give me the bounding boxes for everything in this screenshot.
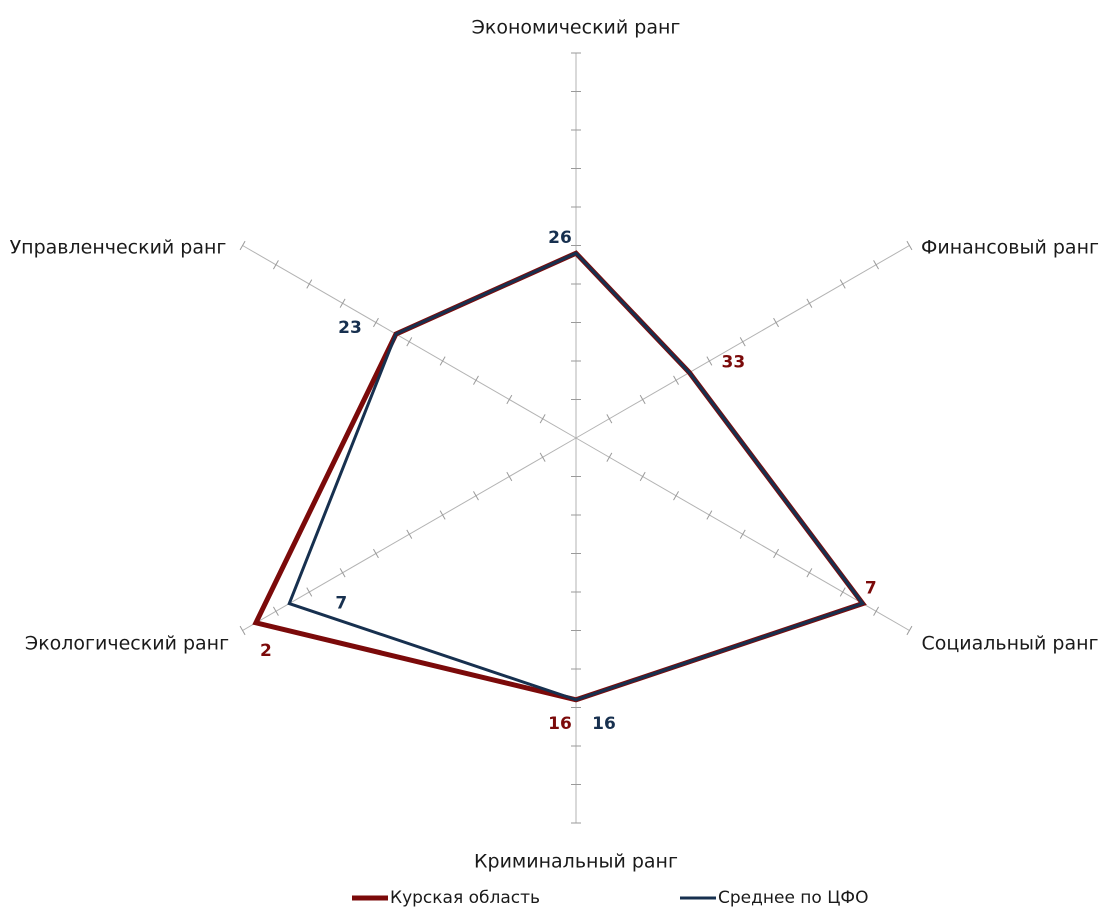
axis-tick xyxy=(706,510,713,520)
axis-tick xyxy=(873,606,880,616)
axis-tick xyxy=(473,491,479,501)
data-label: 7 xyxy=(335,594,347,614)
legend-label: Среднее по ЦФО xyxy=(718,888,868,908)
axis-tick xyxy=(639,471,646,482)
axis-tick xyxy=(373,317,379,328)
category-label: Криминальный ранг xyxy=(474,851,678,873)
axis-tick xyxy=(373,548,379,559)
axis-tick xyxy=(873,260,880,270)
category-label: Социальный ранг xyxy=(921,633,1098,655)
legend: Курская область Среднее по ЦФО xyxy=(352,888,868,908)
axis-tick xyxy=(339,298,346,308)
category-label: Экономический ранг xyxy=(472,17,681,39)
axis-tick xyxy=(839,279,846,289)
axis-tick xyxy=(773,317,779,328)
data-label: 26 xyxy=(548,228,572,248)
data-label: 33 xyxy=(722,353,746,373)
axis-tick xyxy=(306,279,313,289)
category-label: Экологический ранг xyxy=(25,633,229,655)
series-line xyxy=(287,251,866,702)
data-label: 7 xyxy=(865,579,877,599)
axis-tick xyxy=(439,510,446,520)
axis-tick xyxy=(539,452,546,462)
axis-tick xyxy=(639,394,646,405)
axis-tick xyxy=(506,471,513,482)
axis-tick xyxy=(272,606,279,616)
axis-tick xyxy=(673,491,679,501)
axis-tick xyxy=(739,529,746,539)
axis-tick xyxy=(773,548,779,559)
axis-tick xyxy=(539,414,546,424)
axis-tick xyxy=(272,260,279,270)
axis-tick xyxy=(606,414,613,424)
axis-tick xyxy=(739,337,746,347)
axis-tick xyxy=(839,587,846,597)
data-label: 2 xyxy=(260,641,272,661)
axis-tick xyxy=(706,356,713,366)
axis-tick xyxy=(339,568,346,578)
category-label: Управленческий ранг xyxy=(10,237,227,259)
axis-tick xyxy=(606,452,613,462)
axis-tick xyxy=(906,240,913,251)
axis-tick xyxy=(806,568,813,578)
axis-tick xyxy=(406,529,413,539)
data-label: 16 xyxy=(548,714,572,734)
axes xyxy=(239,52,913,824)
legend-label: Курская область xyxy=(390,888,540,908)
axis-tick xyxy=(906,625,913,636)
axis-tick xyxy=(439,356,446,366)
axis-tick xyxy=(473,375,479,385)
data-label: 23 xyxy=(338,318,362,338)
data-label: 16 xyxy=(592,714,616,734)
axis-tick xyxy=(239,240,246,251)
axis-tick xyxy=(506,394,513,405)
axis-tick xyxy=(239,625,246,636)
axis-tick xyxy=(306,587,313,597)
category-label: Финансовый ранг xyxy=(921,237,1099,259)
axis-tick xyxy=(406,337,413,347)
data-labels: 33 7 16 2 26 16 7 23 xyxy=(260,228,877,734)
axis-tick xyxy=(806,298,813,308)
axis-tick xyxy=(673,375,679,385)
category-labels: Экономический ранг Финансовый ранг Социаль… xyxy=(10,17,1099,873)
